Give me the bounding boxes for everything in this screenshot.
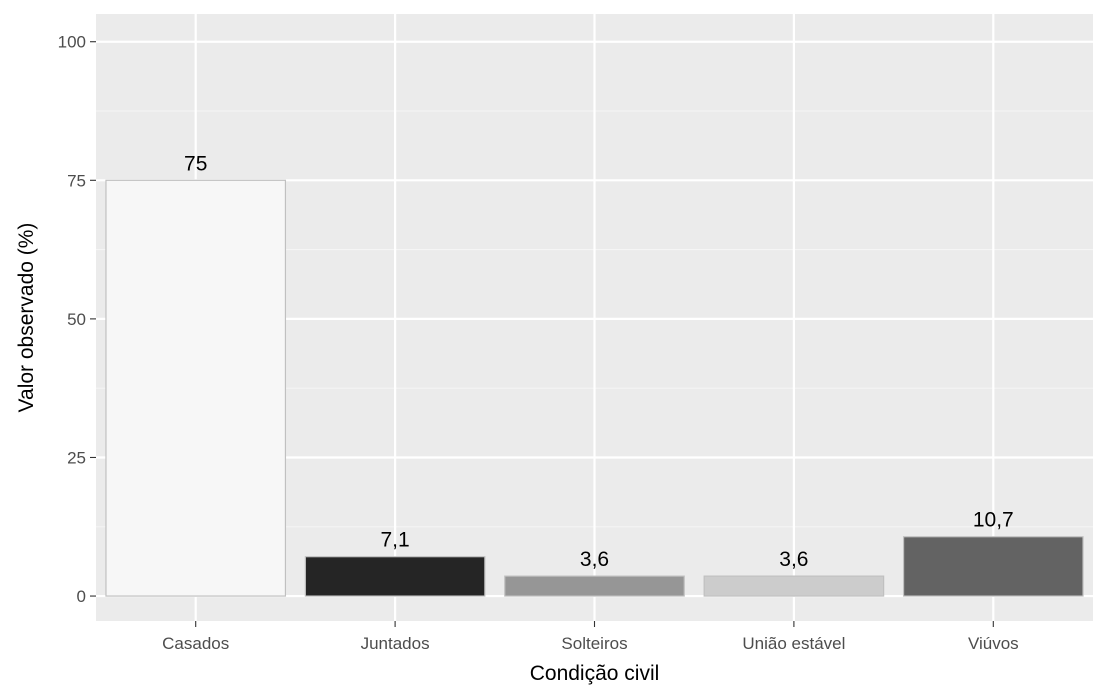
data-label: 75 bbox=[184, 152, 207, 175]
y-axis-title: Valor observado (%) bbox=[15, 223, 38, 413]
data-labels: 75 7,1 3,6 3,6 10,7 bbox=[184, 152, 1014, 571]
y-tick-label: 0 bbox=[77, 587, 86, 606]
x-tick-label: União estável bbox=[742, 634, 845, 653]
x-axis: Casados Juntados Solteiros União estável Viú… bbox=[162, 621, 1019, 653]
x-tick-label: Casados bbox=[162, 634, 229, 653]
bar-solteiros bbox=[504, 575, 685, 597]
data-label: 10,7 bbox=[973, 509, 1014, 532]
bar-juntados bbox=[304, 556, 486, 597]
data-label: 3,6 bbox=[779, 548, 808, 571]
x-tick-label: Viúvos bbox=[968, 634, 1019, 653]
y-tick-label: 50 bbox=[67, 310, 86, 329]
x-axis-title: Condição civil bbox=[530, 662, 660, 685]
y-tick-label: 75 bbox=[67, 171, 86, 190]
data-label: 3,6 bbox=[580, 548, 609, 571]
data-label: 7,1 bbox=[380, 529, 409, 552]
y-axis: 0 25 50 75 100 bbox=[58, 33, 96, 606]
y-tick-label: 100 bbox=[58, 33, 86, 52]
bar-união-estável bbox=[703, 575, 885, 597]
x-tick-label: Juntados bbox=[361, 634, 430, 653]
y-tick-label: 25 bbox=[67, 448, 86, 467]
bar-casados bbox=[105, 179, 287, 597]
x-tick-label: Solteiros bbox=[561, 634, 627, 653]
bars bbox=[105, 179, 1084, 597]
bar-viúvos bbox=[902, 536, 1084, 597]
